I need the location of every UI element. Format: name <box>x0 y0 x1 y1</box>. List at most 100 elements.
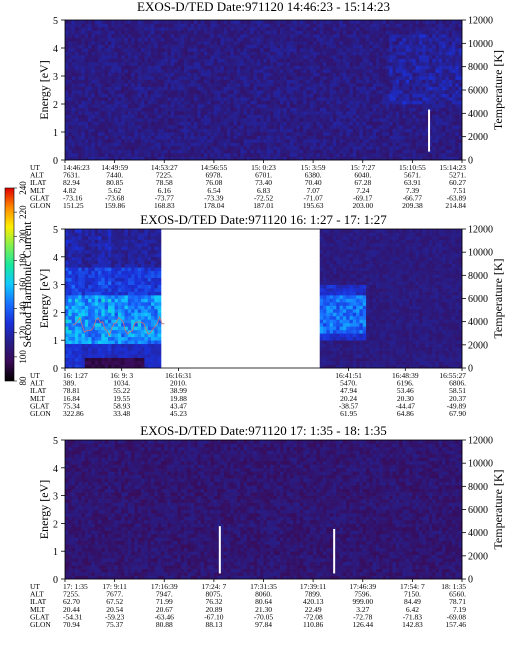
heatmap-cell <box>65 333 69 338</box>
heatmap-cell <box>246 69 251 73</box>
heatmap-cell <box>382 139 387 143</box>
heatmap-cell <box>389 93 393 98</box>
heatmap-cell <box>167 20 172 24</box>
heatmap-cell <box>415 41 420 45</box>
heatmap-cell <box>197 51 201 56</box>
heatmap-cell <box>200 121 205 126</box>
heatmap-cell <box>114 135 119 140</box>
heatmap-cell <box>194 86 198 91</box>
heatmap-cell <box>190 139 195 143</box>
heatmap-cell <box>243 97 248 101</box>
heatmap-cell <box>458 93 463 98</box>
heatmap-cell <box>299 41 304 45</box>
heatmap-cell <box>174 30 178 35</box>
heatmap-cell <box>78 97 82 101</box>
heatmap-cell <box>306 58 311 63</box>
heatmap-cell <box>237 55 241 59</box>
heatmap-cell <box>379 146 383 150</box>
heatmap-cell <box>78 107 82 112</box>
heatmap-cell <box>157 149 162 154</box>
heatmap-cell <box>124 86 129 91</box>
heatmap-cell <box>455 142 460 147</box>
heatmap-cell <box>379 79 383 84</box>
heatmap-cell <box>313 83 317 87</box>
heatmap-cell <box>296 69 301 73</box>
heatmap-cell <box>270 156 274 161</box>
heatmap-cell <box>455 62 460 66</box>
heatmap-cell <box>131 97 135 101</box>
heatmap-cell <box>422 125 426 129</box>
heatmap-cell <box>296 62 301 66</box>
heatmap-cell <box>180 72 185 77</box>
heatmap-cell <box>448 23 453 28</box>
heatmap-cell <box>174 128 178 133</box>
heatmap-cell <box>432 111 436 115</box>
heatmap-cell <box>342 146 347 150</box>
heatmap-cell <box>147 104 152 108</box>
heatmap-cell <box>422 62 426 66</box>
heatmap-cell <box>276 149 281 154</box>
heatmap-cell <box>306 51 311 56</box>
heatmap-cell <box>91 41 96 45</box>
heatmap-cell <box>94 114 99 119</box>
heatmap-cell <box>418 58 423 63</box>
heatmap-cell <box>91 104 96 108</box>
heatmap-cell <box>432 121 436 126</box>
heatmap-cell <box>349 90 354 94</box>
heatmap-cell <box>412 55 417 59</box>
heatmap-cell <box>237 48 241 52</box>
heatmap-cell <box>342 27 347 31</box>
heatmap-cell <box>184 58 188 63</box>
heatmap-cell <box>379 149 383 154</box>
heatmap-cell <box>356 79 360 84</box>
heatmap-cell <box>452 139 456 143</box>
heatmap-cell <box>167 149 172 154</box>
heatmap-cell <box>137 55 142 59</box>
heatmap-cell <box>137 128 142 133</box>
heatmap-cell <box>260 20 264 24</box>
heatmap-cell <box>309 83 314 87</box>
heatmap-cell <box>200 72 205 77</box>
heatmap-cell <box>88 41 92 45</box>
heatmap-cell <box>177 149 182 154</box>
heatmap-cell <box>289 51 294 56</box>
heatmap-cell <box>399 132 403 136</box>
heatmap-cell <box>117 51 122 56</box>
heatmap-cell <box>223 142 228 147</box>
heatmap-cell <box>160 58 165 63</box>
orbit-value: -69.17 <box>353 193 373 202</box>
heatmap-cell <box>207 51 211 56</box>
heatmap-cell <box>316 142 321 147</box>
heatmap-cell <box>84 86 89 91</box>
heatmap-cell <box>134 156 139 161</box>
heatmap-cell <box>316 128 321 133</box>
heatmap-cell <box>207 44 211 49</box>
heatmap-cell <box>362 93 367 98</box>
heatmap-cell <box>65 291 69 296</box>
heatmap-cell <box>137 79 142 84</box>
heatmap-cell <box>141 48 145 52</box>
heatmap-cell <box>399 86 403 91</box>
heatmap-cell <box>445 139 450 143</box>
heatmap-cell <box>369 111 374 115</box>
heatmap-cell <box>442 62 446 66</box>
heatmap-cell <box>197 37 201 42</box>
heatmap-cell <box>280 83 284 87</box>
heatmap-cell <box>200 90 205 94</box>
heatmap-cell <box>157 104 162 108</box>
heatmap-cell <box>438 44 443 49</box>
heatmap-cell <box>352 128 357 133</box>
heatmap-cell <box>131 27 135 31</box>
heatmap-cell <box>250 51 254 56</box>
orbit-value: 7.24 <box>356 186 369 195</box>
heatmap-cell <box>313 142 317 147</box>
heatmap-cell <box>395 90 400 94</box>
heatmap-cell <box>432 62 436 66</box>
heatmap-cell <box>137 104 142 108</box>
heatmap-cell <box>134 90 139 94</box>
heatmap-cell <box>104 135 109 140</box>
heatmap-cell <box>240 118 244 122</box>
heatmap-cell <box>382 128 387 133</box>
heatmap-cell <box>332 156 337 161</box>
heatmap-cell <box>250 83 254 87</box>
